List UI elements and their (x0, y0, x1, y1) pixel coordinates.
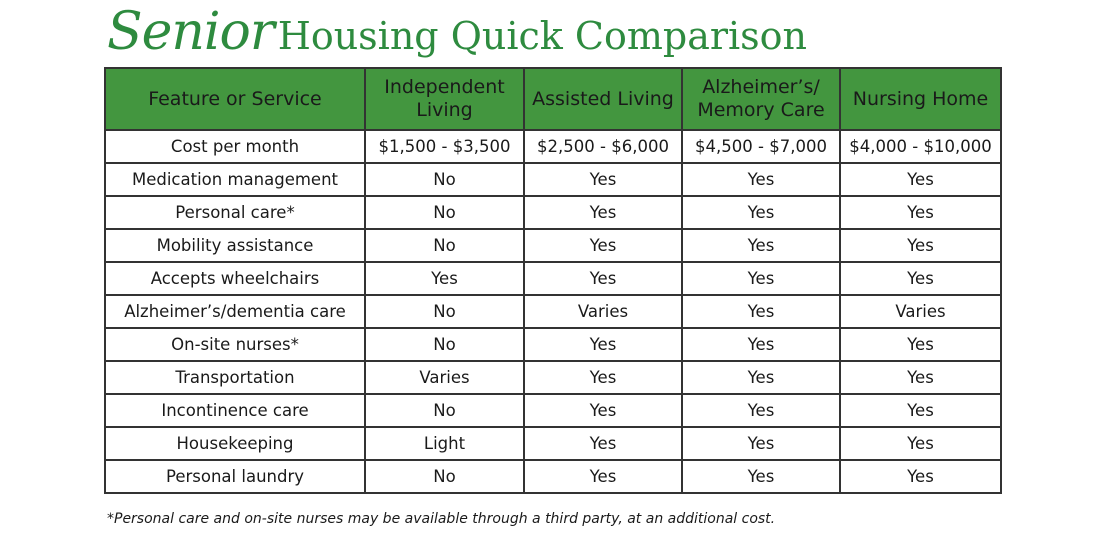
cell-memory-care: Yes (681, 228, 841, 263)
cell-independent-living: $1,500 - $3,500 (364, 129, 525, 164)
cell-feature: Alzheimer’s/dementia care (104, 294, 366, 329)
cell-independent-living: No (364, 228, 525, 263)
cell-assisted-living: Yes (523, 360, 683, 395)
cell-memory-care: Yes (681, 459, 841, 494)
cell-nursing-home: Varies (839, 294, 1002, 329)
cell-nursing-home: Yes (839, 162, 1002, 197)
table-row: Medication management No Yes Yes Yes (104, 162, 1002, 197)
cell-nursing-home: Yes (839, 360, 1002, 395)
cell-assisted-living: Yes (523, 228, 683, 263)
cell-memory-care: Yes (681, 426, 841, 461)
cell-feature: Medication management (104, 162, 366, 197)
cell-nursing-home: Yes (839, 195, 1002, 230)
cell-independent-living: No (364, 393, 525, 428)
cell-independent-living: Light (364, 426, 525, 461)
header-assisted-living: Assisted Living (523, 67, 683, 131)
header-memory-care: Alzheimer’s/Memory Care (681, 67, 841, 131)
cell-memory-care: Yes (681, 195, 841, 230)
header-nursing-home: Nursing Home (839, 67, 1002, 131)
table-row: Housekeeping Light Yes Yes Yes (104, 426, 1002, 461)
cell-feature: Personal laundry (104, 459, 366, 494)
table-row: Personal laundry No Yes Yes Yes (104, 459, 1002, 494)
cell-assisted-living: Yes (523, 393, 683, 428)
cell-independent-living: Yes (364, 261, 525, 296)
comparison-table: Feature or Service Independent Living Ass… (104, 67, 1002, 494)
table-row: Incontinence care No Yes Yes Yes (104, 393, 1002, 428)
cell-memory-care: Yes (681, 393, 841, 428)
cell-feature: Cost per month (104, 129, 366, 164)
cell-memory-care: Yes (681, 327, 841, 362)
cell-nursing-home: Yes (839, 426, 1002, 461)
cell-independent-living: No (364, 195, 525, 230)
cell-assisted-living: Yes (523, 459, 683, 494)
cell-nursing-home: Yes (839, 261, 1002, 296)
cell-memory-care: Yes (681, 261, 841, 296)
header-row: Feature or Service Independent Living Ass… (104, 67, 1002, 131)
cell-feature: Incontinence care (104, 393, 366, 428)
cell-memory-care: Yes (681, 162, 841, 197)
footnote: *Personal care and on-site nurses may be… (107, 511, 776, 527)
cell-nursing-home: Yes (839, 327, 1002, 362)
cell-memory-care: Yes (681, 360, 841, 395)
cell-assisted-living: $2,500 - $6,000 (523, 129, 683, 164)
table-row: Mobility assistance No Yes Yes Yes (104, 228, 1002, 263)
cell-feature: On-site nurses* (104, 327, 366, 362)
cell-independent-living: No (364, 294, 525, 329)
cell-independent-living: No (364, 327, 525, 362)
table-body: Cost per month $1,500 - $3,500 $2,500 - $6… (104, 129, 1002, 494)
cell-nursing-home: Yes (839, 393, 1002, 428)
cell-memory-care: $4,500 - $7,000 (681, 129, 841, 164)
table-row: Alzheimer’s/dementia care No Varies Yes Vari… (104, 294, 1002, 329)
cell-assisted-living: Varies (523, 294, 683, 329)
table-row: Cost per month $1,500 - $3,500 $2,500 - $6… (104, 129, 1002, 164)
cell-nursing-home: Yes (839, 228, 1002, 263)
cell-nursing-home: $4,000 - $10,000 (839, 129, 1002, 164)
cell-assisted-living: Yes (523, 426, 683, 461)
cell-assisted-living: Yes (523, 327, 683, 362)
cell-assisted-living: Yes (523, 261, 683, 296)
table-row: Accepts wheelchairs Yes Yes Yes Yes (104, 261, 1002, 296)
cell-assisted-living: Yes (523, 195, 683, 230)
cell-feature: Mobility assistance (104, 228, 366, 263)
header-feature: Feature or Service (104, 67, 366, 131)
cell-feature: Personal care* (104, 195, 366, 230)
cell-independent-living: No (364, 162, 525, 197)
cell-nursing-home: Yes (839, 459, 1002, 494)
table-row: On-site nurses* No Yes Yes Yes (104, 327, 1002, 362)
page-title: Senior Housing Quick Comparison (107, 2, 807, 64)
cell-independent-living: Varies (364, 360, 525, 395)
cell-feature: Housekeeping (104, 426, 366, 461)
cell-memory-care: Yes (681, 294, 841, 329)
table-row: Personal care* No Yes Yes Yes (104, 195, 1002, 230)
cell-assisted-living: Yes (523, 162, 683, 197)
title-main-text: Housing Quick Comparison (277, 14, 808, 58)
title-script-word: Senior (107, 2, 275, 62)
cell-feature: Transportation (104, 360, 366, 395)
header-independent-living: Independent Living (364, 67, 525, 131)
table-row: Transportation Varies Yes Yes Yes (104, 360, 1002, 395)
cell-feature: Accepts wheelchairs (104, 261, 366, 296)
cell-independent-living: No (364, 459, 525, 494)
